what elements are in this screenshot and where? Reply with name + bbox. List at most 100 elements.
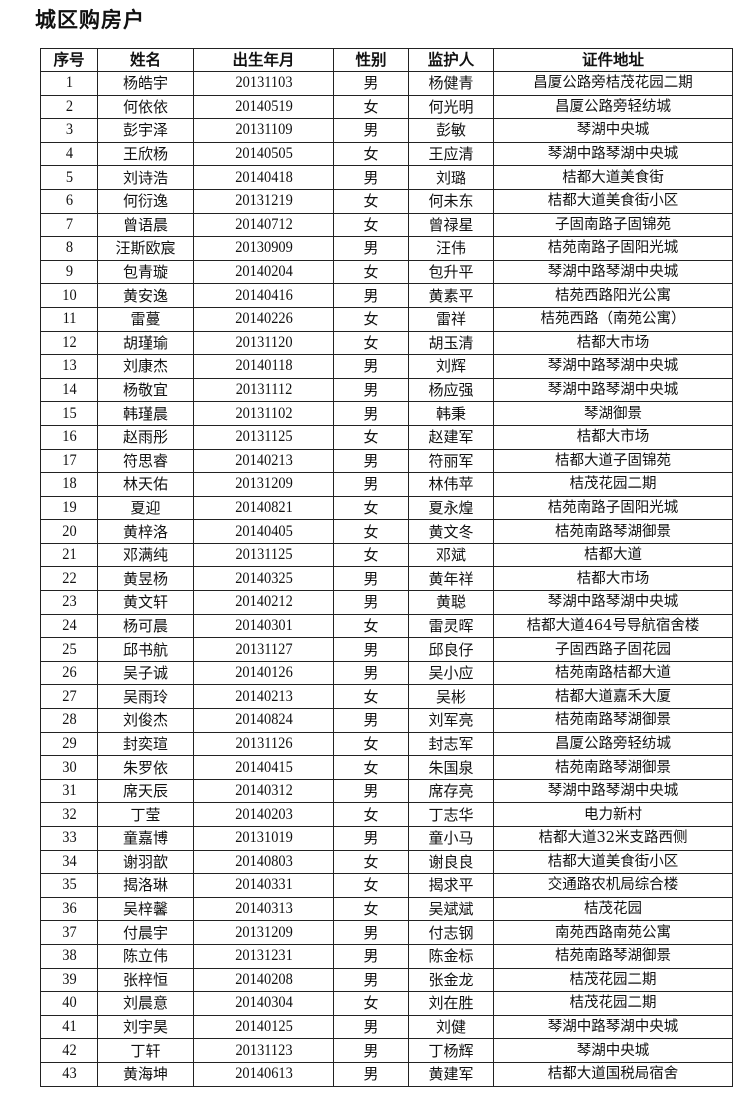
cell-guardian: 夏永煌	[408, 495, 494, 521]
cell-birth: 20140415	[200, 755, 327, 780]
cell-name: 吴子诚	[97, 660, 194, 686]
cell-gender: 女	[333, 873, 409, 898]
residents-table: 序号 姓名 出生年月 性别 监护人 证件地址 1 杨皓宇 20131103 男杨健青昌…	[40, 48, 733, 1087]
cell-index: 37	[42, 920, 96, 945]
cell-index: 5	[42, 165, 96, 190]
cell-name: 何依依	[97, 94, 194, 120]
cell-address: 桔苑西路（南苑公寓）	[493, 306, 733, 332]
table-row: 16 赵雨彤 20131125 女赵建军 桔都大市场	[41, 424, 733, 450]
cell-name: 吴雨玲	[97, 684, 194, 710]
cell-guardian: 刘璐	[408, 165, 494, 190]
cell-birth: 20130909	[200, 236, 327, 261]
cell-gender: 女	[333, 684, 409, 710]
cell-index: 41	[42, 1014, 96, 1040]
cell-gender: 男	[333, 118, 409, 143]
table-row: 24 杨可晨 20140301 女雷灵晖 桔都大道464号导航宿舍楼	[41, 613, 733, 639]
cell-address: 琴湖御景	[493, 401, 733, 426]
cell-gender: 男	[333, 920, 409, 945]
cell-birth: 20140226	[200, 306, 327, 332]
cell-name: 吴梓馨	[97, 896, 194, 922]
cell-address: 琴湖中路琴湖中央城	[493, 377, 733, 403]
cell-address: 琴湖中路琴湖中央城	[493, 354, 733, 379]
cell-index: 13	[42, 354, 96, 379]
cell-guardian: 刘在胜	[408, 991, 494, 1016]
cell-name: 丁莹	[97, 802, 194, 827]
cell-guardian: 邓斌	[408, 542, 494, 568]
cell-guardian: 韩秉	[408, 401, 494, 426]
header-address: 证件地址	[493, 48, 733, 72]
cell-gender: 女	[333, 542, 409, 568]
cell-guardian: 黄聪	[408, 590, 494, 615]
cell-gender: 男	[333, 283, 409, 308]
cell-guardian: 张金龙	[408, 967, 494, 993]
cell-name: 杨皓宇	[97, 71, 194, 96]
cell-guardian: 胡玉清	[408, 330, 494, 356]
cell-guardian: 黄文冬	[408, 519, 494, 544]
cell-gender: 男	[333, 354, 409, 379]
table-row: 40 刘晨意 20140304 女刘在胜 桔茂花园二期	[41, 991, 733, 1016]
cell-index: 12	[42, 330, 96, 356]
cell-name: 张梓恒	[97, 967, 194, 993]
cell-birth: 20140325	[200, 566, 327, 592]
cell-index: 30	[42, 755, 96, 780]
cell-birth: 20131109	[200, 118, 327, 143]
cell-gender: 男	[333, 637, 409, 662]
cell-guardian: 汪伟	[408, 236, 494, 261]
cell-gender: 男	[333, 566, 409, 592]
cell-index: 35	[42, 873, 96, 898]
cell-birth: 20140301	[200, 613, 327, 639]
cell-birth: 20140118	[200, 354, 327, 379]
cell-index: 39	[42, 967, 96, 993]
cell-gender: 男	[333, 943, 409, 969]
cell-birth: 20140203	[200, 802, 327, 827]
cell-gender: 男	[333, 590, 409, 615]
cell-index: 19	[42, 495, 96, 521]
cell-gender: 女	[333, 896, 409, 922]
cell-address: 电力新村	[493, 802, 733, 827]
cell-index: 2	[42, 94, 96, 120]
cell-guardian: 刘军亮	[408, 708, 494, 733]
cell-gender: 女	[333, 731, 409, 757]
cell-index: 29	[42, 731, 96, 757]
cell-guardian: 包升平	[408, 259, 494, 285]
table-row: 30 朱罗依 20140415 女朱国泉 桔苑南路琴湖御景	[41, 755, 733, 780]
cell-guardian: 封志军	[408, 731, 494, 757]
table-row: 33 童嘉博 20131019 男童小马 桔都大道32米支路西侧	[41, 826, 733, 851]
cell-address: 琴湖中央城	[493, 118, 733, 143]
cell-birth: 20140416	[200, 283, 327, 308]
cell-birth: 20140208	[200, 967, 327, 993]
cell-guardian: 朱国泉	[408, 755, 494, 780]
cell-name: 黄文轩	[97, 590, 194, 615]
table-row: 21 邓满纯 20131125 女邓斌 桔都大道	[41, 542, 733, 568]
cell-index: 31	[42, 778, 96, 804]
cell-name: 雷蔓	[97, 306, 194, 332]
cell-gender: 男	[333, 1038, 409, 1063]
cell-index: 36	[42, 896, 96, 922]
cell-birth: 20140213	[200, 448, 327, 474]
cell-gender: 男	[333, 660, 409, 686]
table-row: 8 汪斯欧宸 20130909 男汪伟 桔苑南路子固阳光城	[41, 236, 733, 261]
cell-birth: 20131127	[200, 637, 327, 662]
cell-name: 黄梓洛	[97, 519, 194, 544]
table-header-row: 序号 姓名 出生年月 性别 监护人 证件地址	[40, 48, 733, 72]
cell-gender: 男	[333, 778, 409, 804]
cell-address: 昌厦公路旁轻纺城	[493, 94, 733, 120]
cell-birth: 20140204	[200, 259, 327, 285]
cell-name: 刘诗浩	[97, 165, 194, 190]
cell-address: 昌厦公路旁桔茂花园二期	[493, 71, 733, 96]
cell-name: 何衍逸	[97, 188, 194, 214]
cell-index: 42	[42, 1038, 96, 1063]
cell-birth: 20140405	[200, 519, 327, 544]
cell-index: 32	[42, 802, 96, 827]
cell-guardian: 王应清	[408, 141, 494, 167]
cell-guardian: 曾禄星	[408, 212, 494, 238]
cell-address: 桔茂花园二期	[493, 991, 733, 1016]
cell-name: 曾语晨	[97, 212, 194, 238]
cell-address: 桔苑南路桔都大道	[493, 660, 733, 686]
cell-address: 桔都大道嘉禾大厦	[493, 684, 733, 710]
cell-index: 8	[42, 236, 96, 261]
table-row: 31 席天辰 20140312 男席存亮 琴湖中路琴湖中央城	[41, 778, 733, 804]
cell-address: 桔苑西路阳光公寓	[493, 283, 733, 308]
cell-index: 7	[42, 212, 96, 238]
cell-guardian: 付志钢	[408, 920, 494, 945]
